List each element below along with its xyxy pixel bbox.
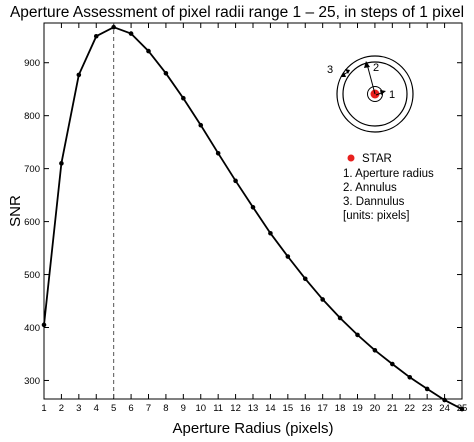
dannulus-arrowhead-b (345, 69, 350, 74)
data-point (76, 72, 82, 78)
chart-title: Aperture Assessment of pixel radii range… (10, 4, 464, 21)
data-point (59, 161, 64, 166)
legend-item-annulus: 2. Annulus (343, 182, 397, 194)
x-tick-label: 5 (111, 403, 116, 414)
data-point (285, 254, 291, 259)
data-point (355, 332, 360, 338)
x-tick-label: 4 (94, 403, 99, 414)
annulus-arrowhead (364, 61, 370, 68)
x-tick-label: 19 (352, 403, 363, 414)
x-tick-label: 2 (59, 403, 64, 414)
x-tick-label: 16 (300, 403, 311, 414)
data-point (390, 361, 395, 367)
y-tick-label: 600 (24, 217, 40, 228)
x-axis-label: Aperture Radius (pixels) (173, 420, 334, 437)
y-tick-label: 300 (24, 376, 40, 387)
x-tick-label: 17 (317, 403, 328, 414)
x-tick-label: 7 (146, 403, 151, 414)
aperture-circle (367, 86, 383, 102)
x-tick-label: 9 (181, 403, 186, 414)
legend: STAR 1. Aperture radius 2. Annulus 3. Da… (343, 153, 434, 222)
data-point (250, 204, 256, 210)
data-point (146, 48, 151, 54)
dannulus-arrowhead-a (341, 72, 346, 77)
legend-star-label: STAR (362, 153, 392, 165)
x-tick-label: 23 (422, 403, 433, 414)
x-tick-label: 13 (248, 403, 259, 414)
annulus-circle (342, 61, 408, 127)
x-tick-label: 21 (387, 403, 398, 414)
x-tick-label: 24 (439, 403, 450, 414)
x-tick-label: 12 (230, 403, 241, 414)
data-point (268, 230, 273, 236)
data-point (424, 386, 430, 392)
annulus-arrow (366, 63, 376, 95)
data-point (442, 397, 447, 403)
x-tick-label: 11 (213, 403, 223, 414)
data-point (215, 150, 221, 156)
legend-star-marker (347, 154, 355, 162)
data-point (459, 406, 465, 412)
data-point (372, 347, 378, 353)
aperture-radius-arrowhead (380, 90, 386, 95)
snr-series-points (41, 24, 465, 412)
y-tick-label: 400 (24, 323, 40, 334)
data-point (41, 322, 47, 328)
y-tick-label: 500 (24, 270, 40, 281)
legend-item-dannulus: 3. Dannulus (343, 196, 405, 208)
data-point (233, 178, 238, 184)
y-tick-label: 800 (24, 111, 40, 122)
y-tick-label: 900 (24, 58, 40, 69)
legend-item-aperture: 1. Aperture radius (343, 168, 434, 180)
x-tick-label: 14 (265, 403, 276, 414)
dannulus-outer-circle (336, 55, 414, 133)
x-tick-label: 20 (370, 403, 381, 414)
x-tick-label: 1 (41, 403, 46, 414)
y-tick-label: 700 (24, 164, 40, 175)
label-dannulus-number: 3 (327, 64, 333, 76)
data-point (93, 33, 99, 39)
x-axis-ticks: 1234567891011121314151617181920212223242… (41, 23, 467, 414)
x-tick-label: 3 (76, 403, 81, 414)
data-point (198, 122, 204, 128)
data-point (111, 24, 116, 30)
x-tick-label: 8 (163, 403, 168, 414)
aperture-diagram: 1 2 3 (327, 55, 414, 133)
label-aperture-number: 1 (389, 89, 395, 101)
x-tick-label: 18 (335, 403, 346, 414)
data-point (337, 315, 343, 321)
x-tick-label: 22 (404, 403, 415, 414)
x-tick-label: 10 (195, 403, 206, 414)
legend-item-units: [units: pixels] (343, 210, 409, 222)
data-point (128, 31, 134, 36)
data-point (163, 71, 169, 76)
data-point (407, 374, 413, 380)
x-tick-label: 6 (128, 403, 133, 414)
data-point (302, 276, 308, 282)
data-point (320, 297, 325, 302)
label-annulus-number: 2 (373, 62, 379, 74)
x-tick-label: 15 (283, 403, 294, 414)
y-axis-ticks: 300 400 500 600 700 800 900 (24, 58, 462, 387)
data-point (181, 95, 186, 101)
y-axis-label: SNR (7, 195, 24, 227)
